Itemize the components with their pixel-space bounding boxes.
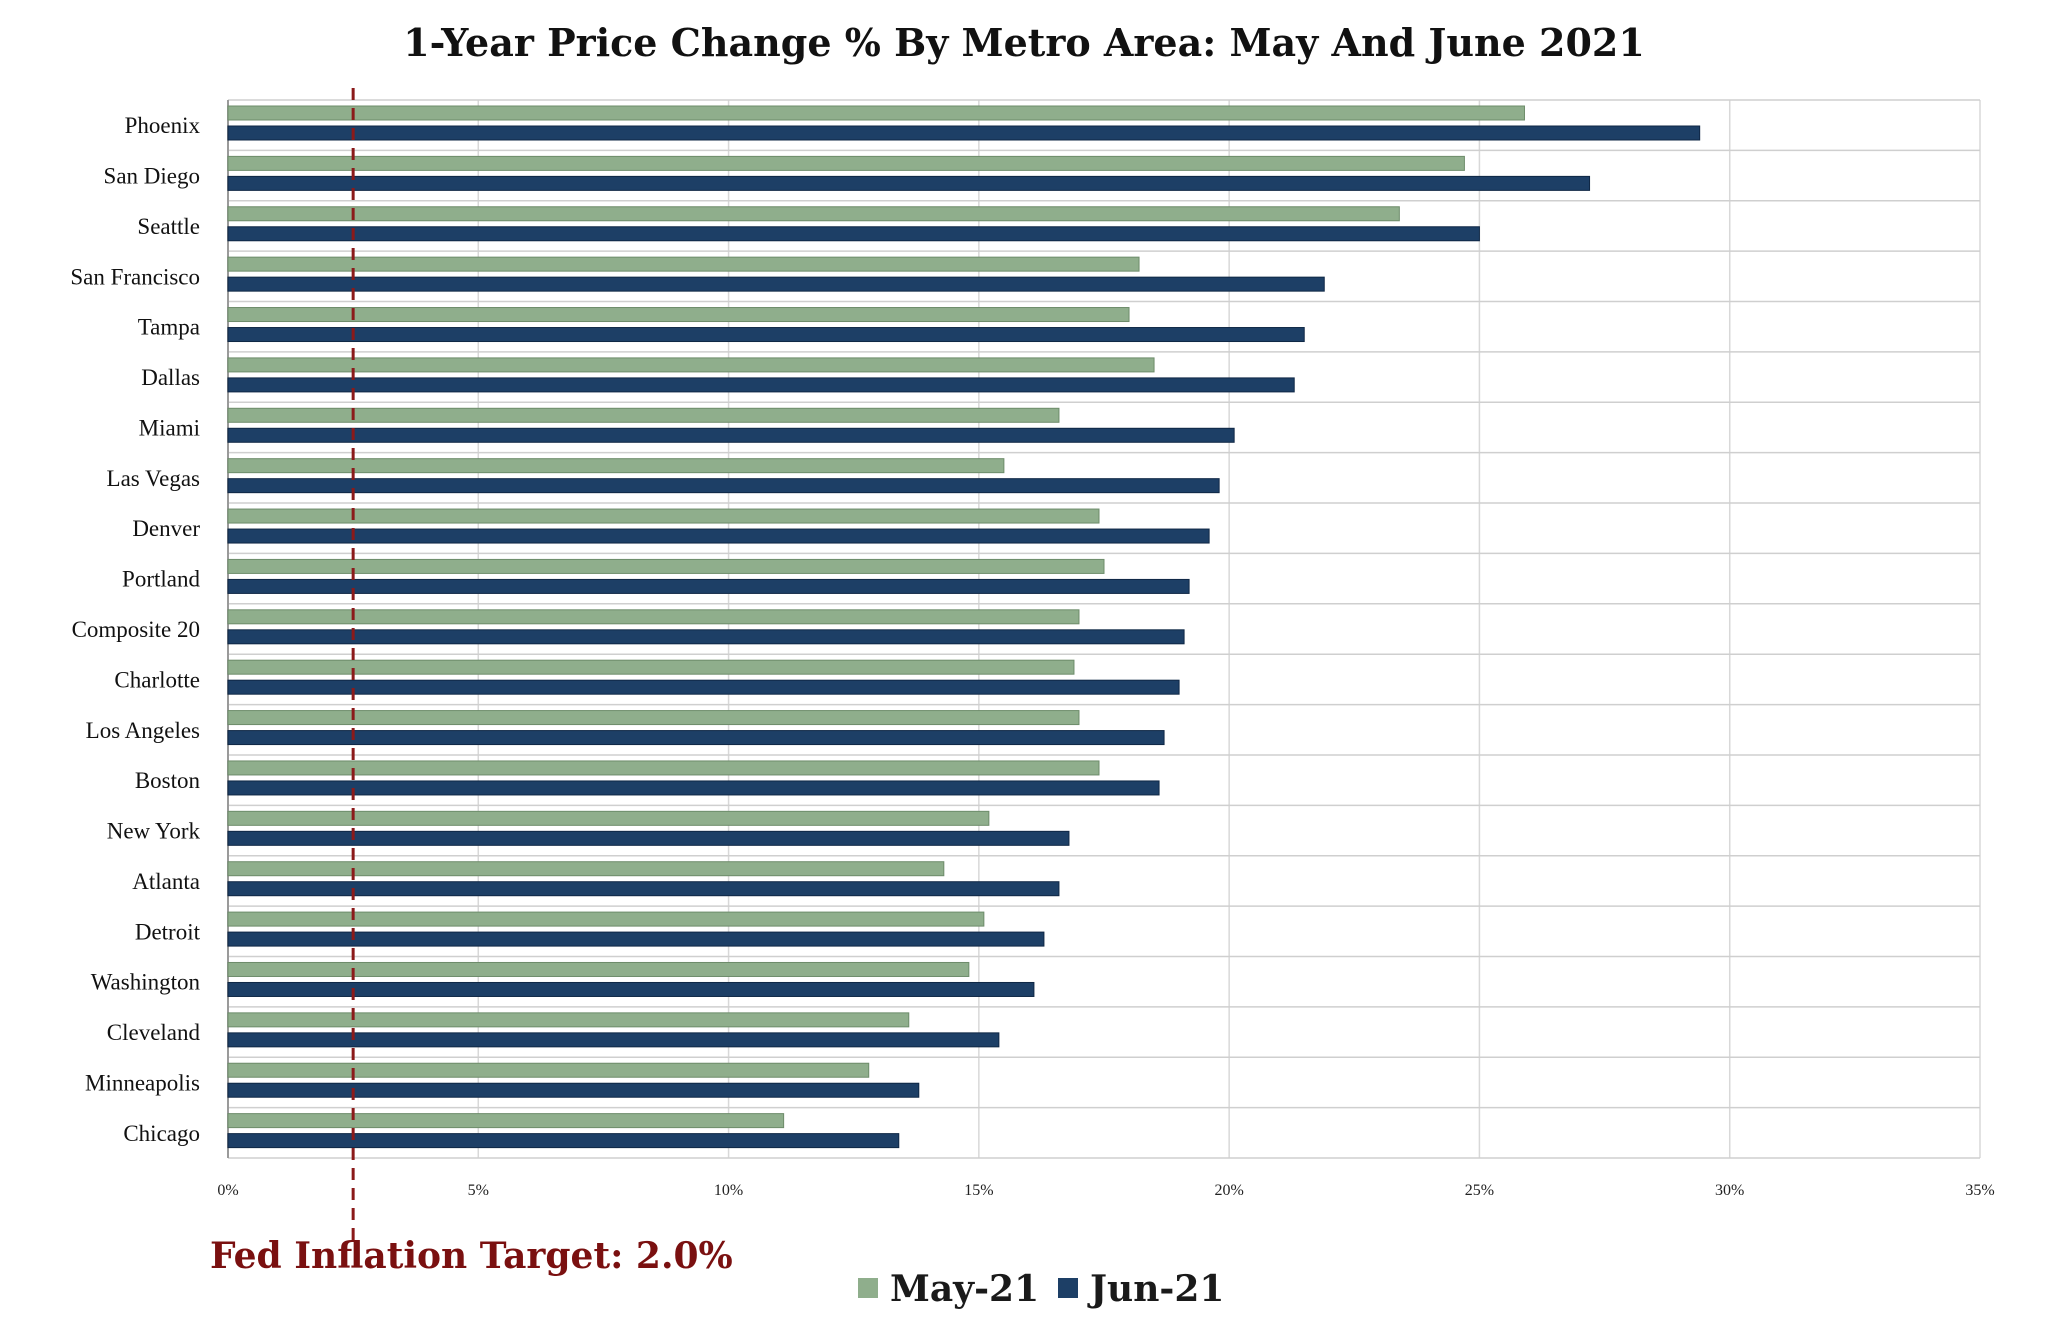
legend: May-21 Jun-21 (858, 1268, 1224, 1310)
bar-jun (227, 528, 1210, 544)
bar-may (227, 609, 1080, 625)
legend-swatch-may (858, 1278, 878, 1298)
bar-jun (227, 1082, 920, 1098)
x-tick-label: 15% (964, 1182, 993, 1199)
x-tick-label: 10% (714, 1182, 743, 1199)
bar-may (227, 508, 1100, 524)
category-label: Denver (132, 516, 200, 541)
bar-may (227, 256, 1140, 272)
legend-label-may: May-21 (890, 1268, 1039, 1310)
category-label: Las Vegas (107, 466, 201, 491)
chart-title: 1-Year Price Change % By Metro Area: May… (403, 20, 1645, 65)
bar-jun (227, 427, 1235, 443)
bar-may (227, 961, 970, 977)
bar-jun (227, 125, 1701, 141)
bar-jun (227, 226, 1480, 242)
bar-may (227, 558, 1105, 574)
gridlines (227, 99, 1981, 1159)
bar-jun (227, 931, 1045, 947)
legend-swatch-jun (1058, 1278, 1078, 1298)
bar-may (227, 810, 990, 826)
category-label: San Diego (104, 164, 200, 189)
category-label: Cleveland (107, 1020, 201, 1045)
category-label: Composite 20 (72, 617, 200, 642)
bar-jun (227, 981, 1035, 997)
x-tick-label: 35% (1965, 1182, 1994, 1199)
legend-label-jun: Jun-21 (1087, 1268, 1224, 1310)
bar-jun (227, 578, 1190, 594)
category-label: Washington (91, 970, 201, 995)
category-label: Tampa (138, 315, 200, 340)
bar-jun (227, 276, 1325, 292)
bar-jun (227, 629, 1185, 645)
bar-jun (227, 478, 1220, 494)
bar-may (227, 1113, 785, 1129)
bar-may (227, 105, 1525, 121)
bar-jun (227, 175, 1591, 191)
bar-jun (227, 830, 1070, 846)
x-tick-label: 0% (217, 1182, 238, 1199)
category-label: Minneapolis (85, 1070, 200, 1095)
category-label: Charlotte (114, 667, 200, 692)
bar-may (227, 760, 1100, 776)
bar-may (227, 659, 1075, 675)
x-tick-label: 20% (1214, 1182, 1243, 1199)
bar-jun (227, 377, 1295, 393)
category-label: Seattle (137, 214, 200, 239)
x-tick-label: 30% (1715, 1182, 1744, 1199)
bar-jun (227, 730, 1165, 746)
x-tick-label: 5% (468, 1182, 489, 1199)
category-label: Los Angeles (86, 718, 200, 743)
bar-may (227, 911, 985, 927)
bar-may (227, 206, 1400, 222)
category-label: Portland (122, 567, 200, 592)
fed-target-label: Fed Inflation Target: 2.0% (210, 1235, 733, 1277)
bar-may (227, 357, 1155, 373)
bar-may (227, 407, 1060, 423)
category-label: Detroit (135, 919, 201, 944)
bar-may (227, 1062, 870, 1078)
category-label: San Francisco (70, 264, 200, 289)
bar-may (227, 458, 1005, 474)
category-label: Boston (135, 768, 201, 793)
x-tick-label: 25% (1465, 1182, 1494, 1199)
bar-jun (227, 679, 1180, 695)
bar-may (227, 861, 945, 877)
category-labels: Phoenix San Diego Seattle San Francisco Tamp… (70, 113, 200, 1146)
bar-jun (227, 780, 1160, 796)
category-label: Miami (139, 415, 200, 440)
category-label: Atlanta (132, 869, 200, 894)
bar-may (227, 710, 1080, 726)
bars (227, 105, 1701, 1149)
bar-jun (227, 1133, 900, 1149)
bar-may (227, 307, 1130, 323)
category-label: Phoenix (125, 113, 201, 138)
bar-may (227, 155, 1465, 171)
bar-jun (227, 327, 1305, 343)
bar-jun (227, 881, 1060, 897)
bar-may (227, 1012, 910, 1028)
category-label: Chicago (123, 1121, 200, 1146)
x-tick-labels: 0% 5% 10% 15% 20% 25% 30% 35% (217, 1182, 1994, 1199)
category-label: New York (107, 819, 201, 844)
bar-jun (227, 1032, 1000, 1048)
category-label: Dallas (141, 365, 200, 390)
